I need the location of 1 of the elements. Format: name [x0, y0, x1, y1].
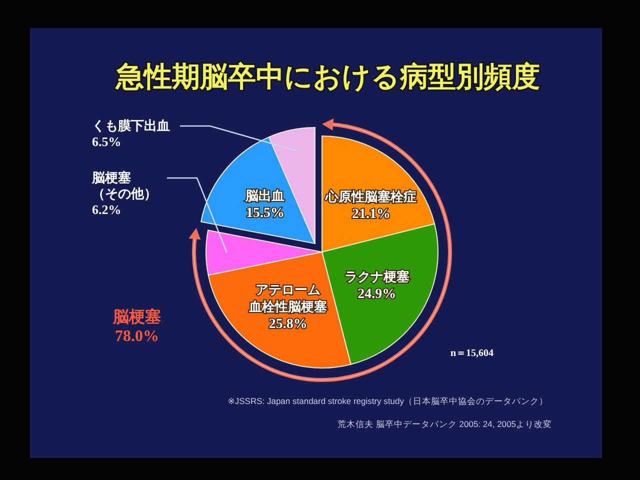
chart-title: 急性期脳卒中における病型別頻度	[115, 61, 540, 92]
